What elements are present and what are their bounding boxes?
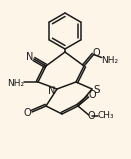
Text: CH₃: CH₃ xyxy=(97,111,114,121)
Text: O: O xyxy=(88,111,95,121)
Text: NH₂: NH₂ xyxy=(101,56,118,65)
Text: S: S xyxy=(94,85,100,95)
Text: NH₂: NH₂ xyxy=(7,79,25,87)
Text: O: O xyxy=(89,90,97,100)
Text: O: O xyxy=(23,108,31,118)
Text: N: N xyxy=(48,86,56,96)
Text: N: N xyxy=(26,52,33,62)
Text: O: O xyxy=(93,48,100,58)
